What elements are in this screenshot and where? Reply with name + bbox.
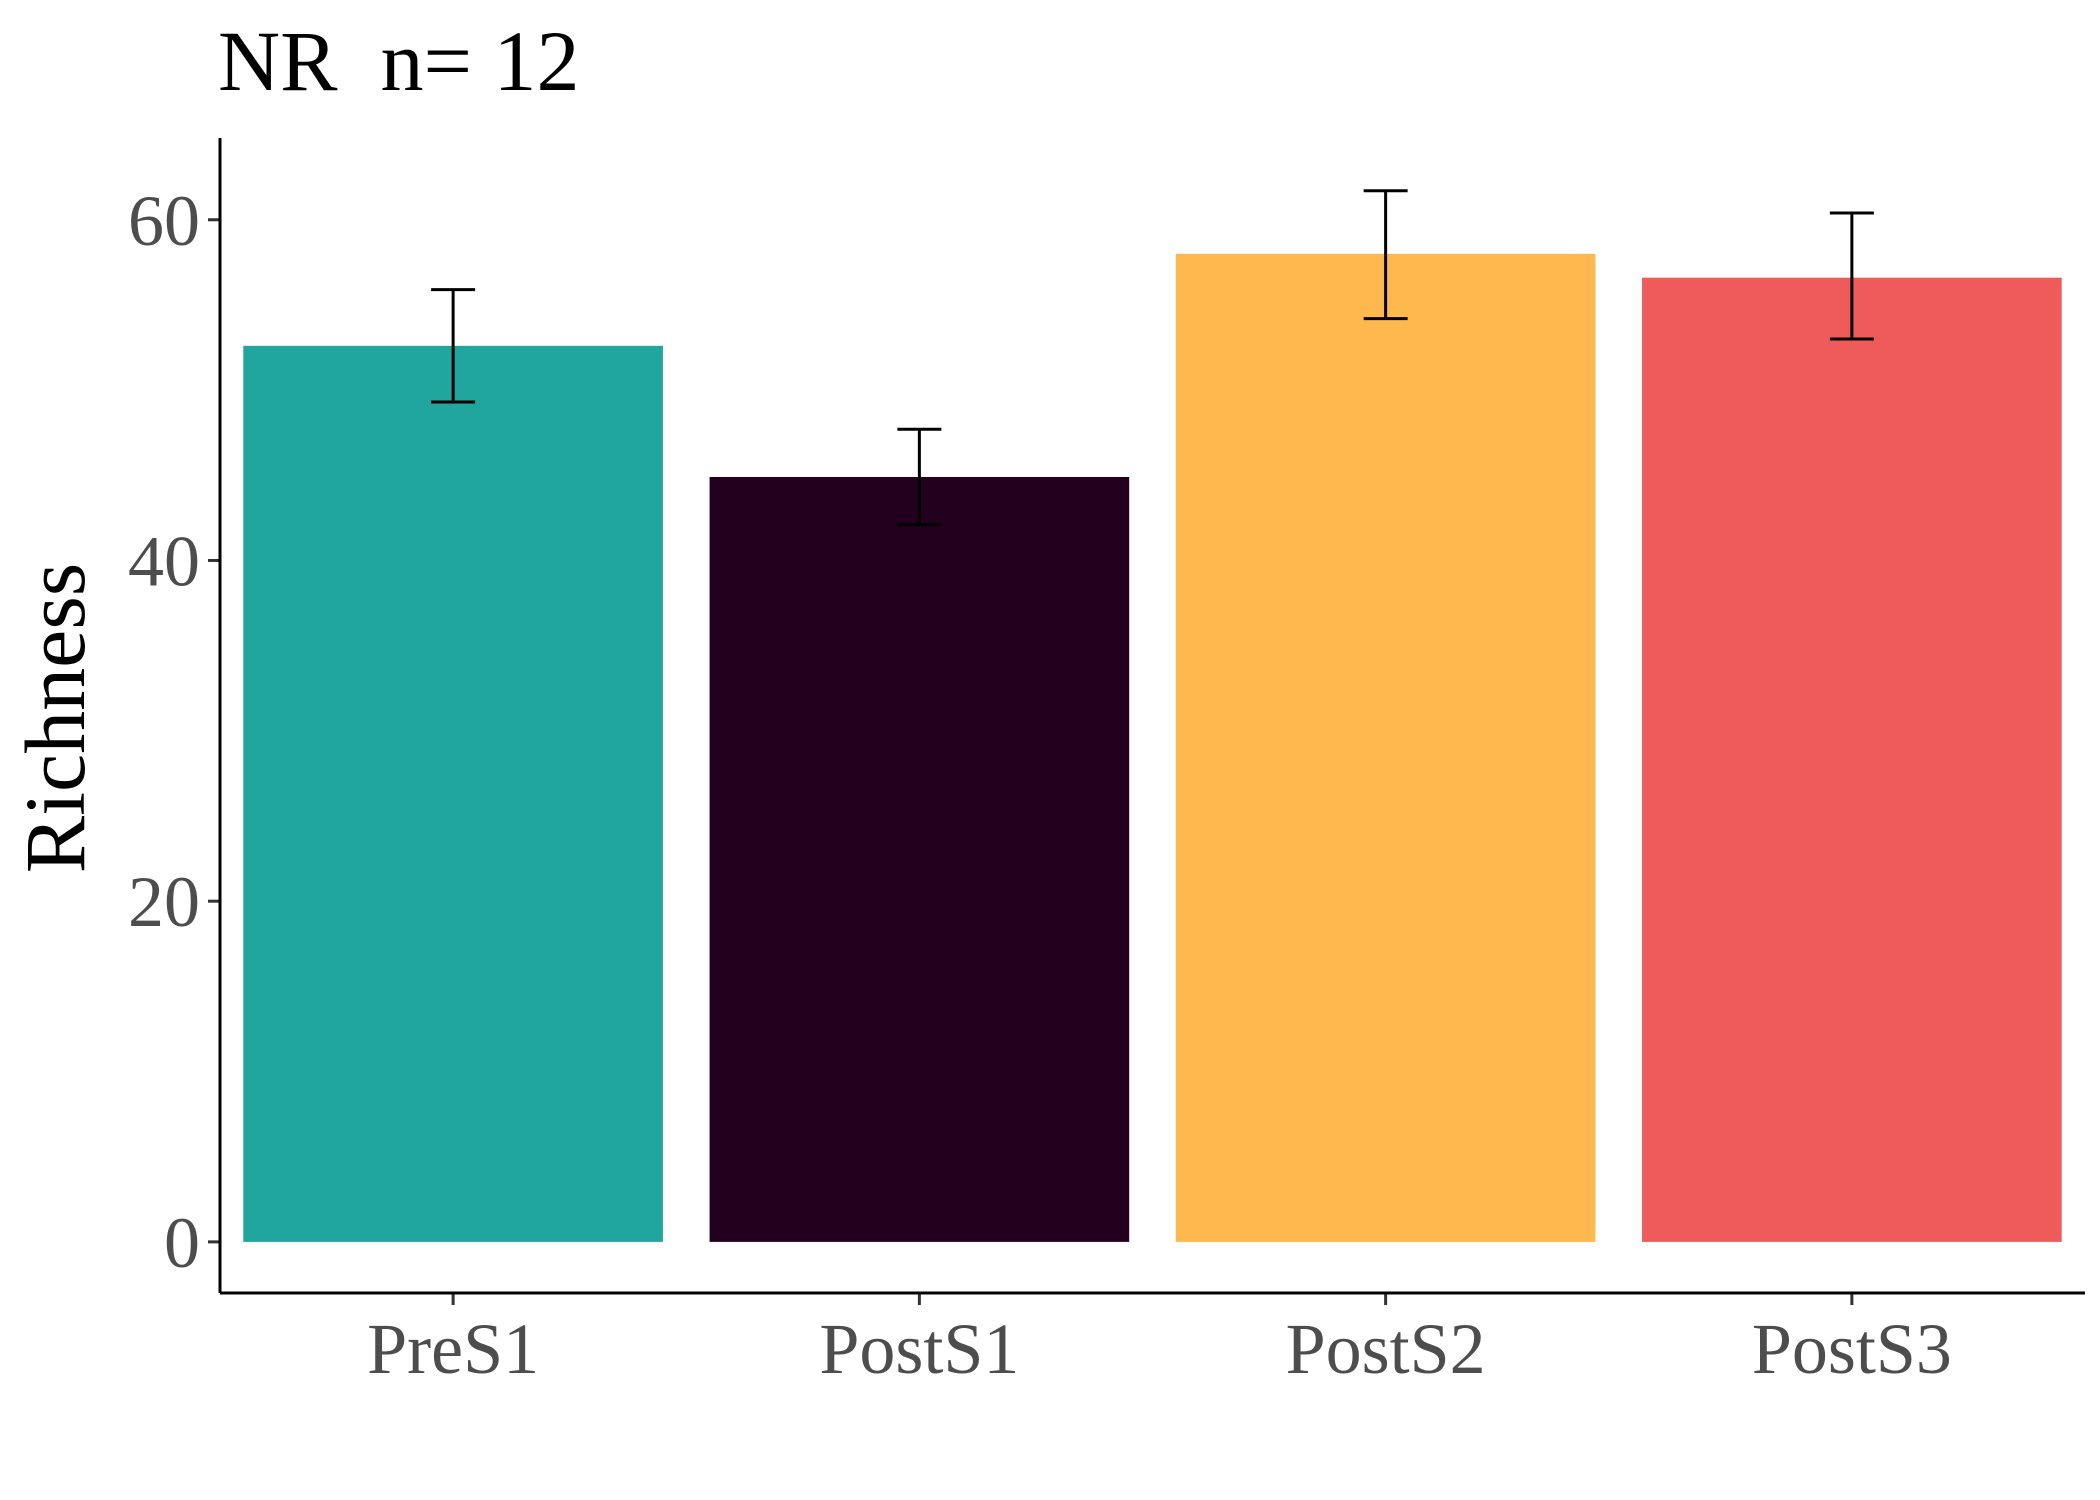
x-tick-label-posts1: PostS1 xyxy=(819,1309,1019,1389)
y-tick-label-40: 40 xyxy=(128,521,200,601)
x-tick-label-posts2: PostS2 xyxy=(1286,1309,1486,1389)
y-tick-label-0: 0 xyxy=(164,1203,200,1283)
x-tick-label-posts3: PostS3 xyxy=(1752,1309,1952,1389)
y-axis-title: Richness xyxy=(7,563,103,874)
bar-posts3 xyxy=(1642,277,2062,1242)
x-tick-label-pres1: PreS1 xyxy=(367,1309,539,1389)
bars-group xyxy=(243,253,2062,1242)
y-tick-label-60: 60 xyxy=(128,181,200,261)
bar-posts1 xyxy=(709,477,1130,1242)
chart-title: NR n= 12 xyxy=(218,13,579,109)
y-tick-label-20: 20 xyxy=(128,862,200,942)
y-axis: 0 20 40 60 xyxy=(128,138,222,1293)
x-axis: PreS1 PostS1 PostS2 PostS3 xyxy=(220,1291,2085,1389)
bar-pres1 xyxy=(243,345,663,1242)
bar-posts2 xyxy=(1175,253,1596,1242)
error-bars-group xyxy=(431,189,1874,527)
